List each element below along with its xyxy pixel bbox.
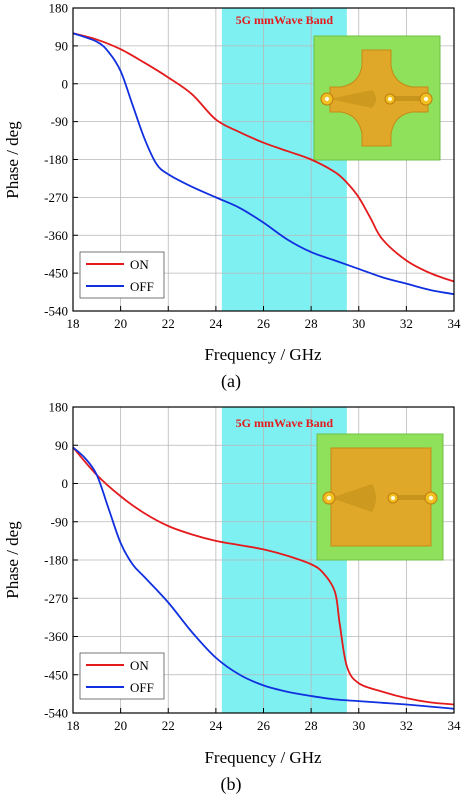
- panel-b: 18 20 22 24 26 28 30 32 34 180 90 0 -90 -180 -270 -360…: [3, 400, 461, 796]
- y-tick-label: -450: [44, 266, 68, 281]
- y-tick-label: -90: [51, 514, 68, 529]
- y-tick-label: 180: [49, 1, 69, 16]
- x-ticks: 18 20 22 24 26 28 30 32 34: [67, 708, 462, 733]
- plot-frame: [72, 7, 455, 312]
- x-tick-label: 34: [448, 316, 462, 331]
- x-tick-label: 26: [257, 316, 271, 331]
- band-label: 5G mmWave Band: [236, 416, 334, 430]
- legend-on-label: ON: [130, 257, 149, 272]
- x-tick-label: 26: [257, 718, 271, 733]
- x-axis-label: Frequency / GHz: [204, 748, 322, 767]
- panel-caption: (a): [221, 371, 241, 392]
- y-tick-label: -180: [44, 553, 68, 568]
- y-tick-label: 0: [62, 76, 69, 91]
- y-axis-label: Phase / deg: [3, 521, 22, 599]
- y-ticks: 180 90 0 -90 -180 -270 -360 -450 -540: [44, 400, 78, 721]
- y-tick-label: -270: [44, 591, 68, 606]
- inset-image: [313, 35, 441, 161]
- x-tick-label: 24: [209, 718, 223, 733]
- y-tick-label: -450: [44, 667, 68, 682]
- legend-off-label: OFF: [130, 279, 154, 294]
- series-line-off: [73, 32, 454, 296]
- y-tick-label: -360: [44, 228, 68, 243]
- x-tick-label: 22: [162, 316, 175, 331]
- y-tick-label: 90: [55, 438, 68, 453]
- y-tick-label: -540: [44, 304, 68, 319]
- y-axis-label: Phase / deg: [3, 121, 22, 199]
- x-ticks: 18 20 22 24 26 28 30 32 34: [67, 306, 462, 331]
- series-line-on: [73, 446, 454, 706]
- x-tick-label: 34: [448, 718, 462, 733]
- y-ticks: 180 90 0 -90 -180 -270 -360 -450 -540: [44, 1, 78, 319]
- inset-image: [316, 433, 444, 561]
- series-line-on: [73, 32, 454, 283]
- x-tick-label: 32: [400, 718, 413, 733]
- series-lines: [73, 446, 454, 710]
- x-tick-label: 22: [162, 718, 175, 733]
- legend: ON OFF: [79, 652, 165, 700]
- x-axis-label: Frequency / GHz: [204, 345, 322, 364]
- series-line-off: [73, 446, 454, 710]
- x-tick-label: 28: [305, 316, 318, 331]
- x-tick-label: 30: [352, 316, 365, 331]
- panel-a: 18 20 22 24 26 28 30 32 34 180 90 0 -90 -180 -270 -360…: [3, 1, 461, 393]
- y-tick-label: -180: [44, 152, 68, 167]
- x-tick-label: 18: [67, 718, 80, 733]
- x-tick-label: 20: [114, 316, 127, 331]
- x-tick-label: 28: [305, 718, 318, 733]
- legend-off-label: OFF: [130, 680, 154, 695]
- plot-frame: [72, 406, 455, 714]
- legend-on-label: ON: [130, 658, 149, 673]
- x-tick-label: 32: [400, 316, 413, 331]
- series-lines: [73, 32, 454, 296]
- panel-caption: (b): [221, 774, 242, 795]
- x-tick-label: 20: [114, 718, 127, 733]
- y-tick-label: -360: [44, 629, 68, 644]
- y-tick-label: -540: [44, 706, 68, 721]
- y-tick-label: 0: [62, 476, 69, 491]
- y-tick-label: -90: [51, 114, 68, 129]
- x-tick-label: 18: [67, 316, 80, 331]
- y-tick-label: 90: [55, 38, 68, 53]
- x-tick-label: 30: [352, 718, 365, 733]
- legend: ON OFF: [79, 251, 165, 299]
- y-tick-label: 180: [49, 400, 69, 415]
- x-tick-label: 24: [209, 316, 223, 331]
- y-tick-label: -270: [44, 190, 68, 205]
- band-label: 5G mmWave Band: [236, 13, 334, 27]
